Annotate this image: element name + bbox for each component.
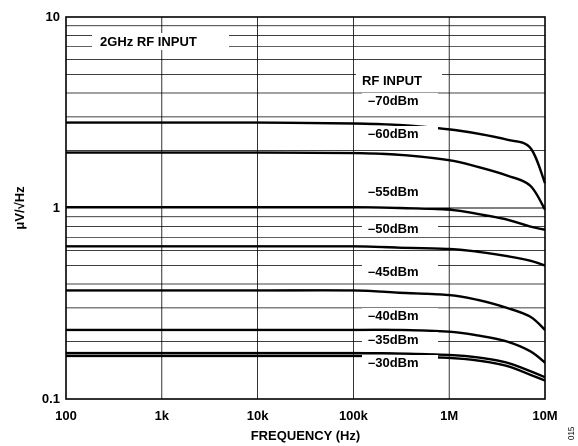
series-label: –70dBm <box>368 93 419 108</box>
series-header-annotation: RF INPUT <box>356 72 442 89</box>
series-line <box>66 328 546 364</box>
series-label: –35dBm <box>368 332 419 347</box>
series-label: –30dBm <box>368 355 419 370</box>
y-tick-label: 10 <box>46 9 60 24</box>
series-label: –45dBm <box>368 264 419 279</box>
figure-id: 015 <box>567 426 576 440</box>
series-label: –55dBm <box>368 184 419 199</box>
y-tick-label: 1 <box>53 200 60 215</box>
series-label-bg <box>362 93 438 108</box>
series-label-bg <box>362 332 438 347</box>
x-tick-labels: 100 1k 10k 100k 1M 10M <box>55 408 558 423</box>
series-label-bg <box>362 184 438 199</box>
series-label-bg <box>362 308 438 323</box>
series-labels: –70dBm –60dBm –55dBm –50dBm –45dBm –40dBm –35d… <box>362 93 438 370</box>
series-label-bg <box>362 221 438 236</box>
x-tick-label: 10k <box>247 408 269 423</box>
series-line <box>66 351 546 379</box>
plot-frame <box>65 16 546 400</box>
series-label-bg <box>362 126 438 141</box>
series-line <box>66 245 546 267</box>
series-line <box>65 289 546 331</box>
y-axis-title: μV/√Hz <box>12 186 27 230</box>
series-label: –50dBm <box>368 221 419 236</box>
y-tick-labels: 10 1 0.1 <box>42 9 60 406</box>
condition-annotation: 2GHz RF INPUT <box>92 33 229 50</box>
series-line <box>65 121 547 184</box>
series-line <box>66 151 547 211</box>
x-tick-label: 1k <box>155 408 170 423</box>
x-axis-title: FREQUENCY (Hz) <box>251 428 361 443</box>
series-label: –40dBm <box>368 308 419 323</box>
series-label-bg <box>362 355 438 370</box>
x-tick-label: 1M <box>440 408 458 423</box>
condition-label: 2GHz RF INPUT <box>100 34 197 49</box>
series-line <box>65 354 546 382</box>
series-label-bg <box>362 264 438 279</box>
y-tick-label: 0.1 <box>42 391 60 406</box>
x-tick-label: 10M <box>532 408 557 423</box>
series-line <box>66 205 546 231</box>
x-tick-label: 100 <box>55 408 77 423</box>
series-label: –60dBm <box>368 126 419 141</box>
x-tick-label: 100k <box>339 408 369 423</box>
series-header-label: RF INPUT <box>362 73 422 88</box>
